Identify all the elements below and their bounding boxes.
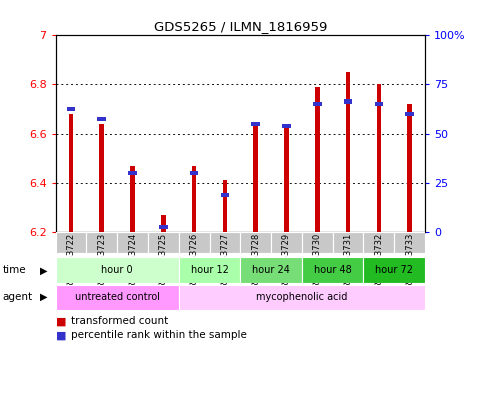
- Bar: [271, 232, 302, 253]
- Text: percentile rank within the sample: percentile rank within the sample: [71, 330, 247, 340]
- Text: ▶: ▶: [40, 292, 47, 302]
- Bar: [86, 232, 117, 253]
- Text: mycophenolic acid: mycophenolic acid: [256, 292, 348, 302]
- Bar: [407, 104, 412, 232]
- Bar: [251, 121, 260, 126]
- Bar: [148, 232, 179, 253]
- Text: GSM1133722: GSM1133722: [67, 233, 75, 288]
- Bar: [128, 171, 137, 175]
- Bar: [313, 102, 322, 107]
- Text: ■: ■: [56, 316, 66, 327]
- Bar: [179, 232, 210, 253]
- Text: GSM1133724: GSM1133724: [128, 233, 137, 288]
- Bar: [130, 165, 135, 232]
- Bar: [192, 165, 197, 232]
- Text: ▶: ▶: [40, 265, 47, 275]
- Bar: [69, 114, 73, 232]
- Bar: [161, 215, 166, 232]
- Text: GSM1133725: GSM1133725: [159, 233, 168, 288]
- Bar: [364, 257, 425, 283]
- Text: hour 0: hour 0: [101, 265, 133, 275]
- Bar: [315, 87, 320, 232]
- Bar: [221, 193, 229, 197]
- Bar: [302, 232, 333, 253]
- Title: GDS5265 / ILMN_1816959: GDS5265 / ILMN_1816959: [154, 20, 327, 33]
- Text: untreated control: untreated control: [75, 292, 159, 302]
- Bar: [394, 232, 425, 253]
- Text: agent: agent: [2, 292, 32, 302]
- Bar: [364, 232, 394, 253]
- Bar: [99, 124, 104, 232]
- Text: hour 12: hour 12: [191, 265, 228, 275]
- Text: ■: ■: [56, 330, 66, 340]
- Text: GSM1133727: GSM1133727: [220, 233, 229, 289]
- Bar: [179, 257, 240, 283]
- Bar: [210, 232, 240, 253]
- Bar: [56, 257, 179, 283]
- Bar: [374, 102, 383, 107]
- Bar: [282, 124, 291, 129]
- Text: GSM1133733: GSM1133733: [405, 233, 414, 289]
- Text: GSM1133723: GSM1133723: [97, 233, 106, 289]
- Text: GSM1133731: GSM1133731: [343, 233, 353, 289]
- Bar: [67, 107, 75, 111]
- Text: GSM1133729: GSM1133729: [282, 233, 291, 288]
- Bar: [56, 285, 179, 310]
- Bar: [179, 285, 425, 310]
- Bar: [190, 171, 199, 175]
- Text: GSM1133730: GSM1133730: [313, 233, 322, 289]
- Bar: [377, 84, 381, 232]
- Text: transformed count: transformed count: [71, 316, 169, 327]
- Text: GSM1133732: GSM1133732: [374, 233, 384, 289]
- Bar: [240, 232, 271, 253]
- Text: hour 72: hour 72: [375, 265, 413, 275]
- Bar: [117, 232, 148, 253]
- Bar: [241, 257, 302, 283]
- Text: hour 24: hour 24: [252, 265, 290, 275]
- Text: GSM1133726: GSM1133726: [190, 233, 199, 289]
- Bar: [405, 112, 414, 116]
- Bar: [159, 225, 168, 229]
- Text: GSM1133728: GSM1133728: [251, 233, 260, 289]
- Bar: [284, 126, 289, 232]
- Bar: [254, 126, 258, 232]
- Bar: [333, 232, 364, 253]
- Bar: [56, 232, 86, 253]
- Text: hour 48: hour 48: [314, 265, 352, 275]
- Bar: [346, 72, 350, 232]
- Bar: [344, 99, 353, 104]
- Text: time: time: [2, 265, 26, 275]
- Bar: [302, 257, 364, 283]
- Bar: [223, 180, 227, 232]
- Bar: [98, 117, 106, 121]
